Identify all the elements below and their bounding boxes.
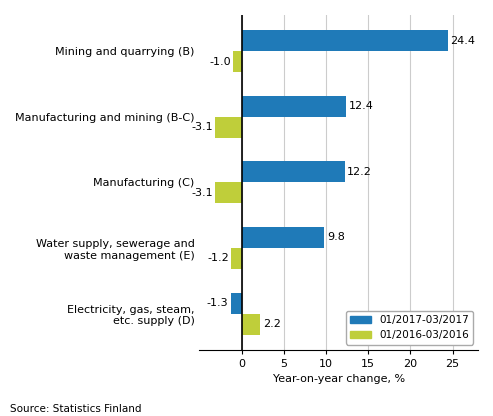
X-axis label: Year-on-year change, %: Year-on-year change, %: [273, 374, 405, 384]
Bar: [231, 248, 242, 269]
Text: -1.2: -1.2: [207, 253, 229, 263]
Bar: [215, 117, 242, 138]
Legend: 01/2017-03/2017, 01/2016-03/2016: 01/2017-03/2017, 01/2016-03/2016: [346, 311, 473, 344]
Text: Source: Statistics Finland: Source: Statistics Finland: [10, 404, 141, 414]
Text: 2.2: 2.2: [263, 319, 281, 329]
Bar: [242, 227, 324, 248]
Bar: [242, 96, 346, 117]
Text: -1.3: -1.3: [207, 298, 228, 308]
Bar: [233, 51, 242, 72]
Text: -3.1: -3.1: [191, 122, 213, 132]
Bar: [242, 30, 448, 51]
Bar: [215, 182, 242, 203]
Text: -3.1: -3.1: [191, 188, 213, 198]
Text: -1.0: -1.0: [209, 57, 231, 67]
Bar: [231, 292, 242, 314]
Text: 12.2: 12.2: [347, 167, 372, 177]
Text: 12.4: 12.4: [349, 102, 374, 111]
Bar: [242, 314, 260, 334]
Text: 9.8: 9.8: [327, 233, 345, 243]
Text: 24.4: 24.4: [450, 36, 475, 46]
Bar: [242, 161, 345, 182]
